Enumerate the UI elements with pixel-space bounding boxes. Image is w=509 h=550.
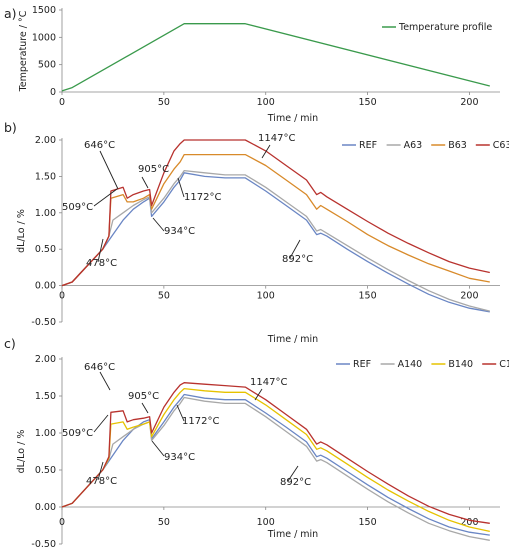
series-line-c140 [61,382,490,524]
annotation-label: 646°C [84,362,115,373]
annotation-leader [254,388,263,401]
annotation-label: 478°C [86,258,117,269]
x-tick-label: 100 [257,517,275,528]
legend: REF A63 B63 C63 [342,140,509,151]
y-tick-label: -0.50 [31,539,56,550]
x-tick-label: 100 [257,291,275,302]
annotation-leader [287,465,299,482]
annotation-leader [141,176,149,189]
x-tick-label: 200 [460,291,478,302]
annotation-label: 905°C [138,164,169,175]
y-axis-label: dL/Lo / % [16,430,27,474]
x-tick-label: 0 [59,517,65,528]
series-line-b140 [61,387,490,533]
series-line-b63 [61,153,490,287]
x-tick-label: 0 [59,291,65,302]
series-line-temperature-profile [61,23,490,92]
legend-label: REF [353,359,371,370]
legend: Temperature profile [382,22,492,33]
y-tick-label: 2.00 [35,135,56,146]
y-tick-label: 0.00 [35,502,56,513]
annotation-label: 892°C [280,477,311,488]
annotation-leader [152,217,165,232]
annotation-leader [289,239,301,259]
panel-a: a) 0 500 1000 1500 0 50 100 150 200 Time / min Temp… [4,5,500,124]
y-tick-label: 0.00 [35,281,56,292]
y-tick-label: 500 [38,60,56,71]
legend-label: REF [359,140,377,151]
y-axis-label: Temperature / °C [18,10,29,92]
legend-label: A63 [404,140,423,151]
series-line-a140 [61,396,490,541]
x-tick-label: 150 [359,291,377,302]
annotation-label: 1172°C [184,192,221,203]
y-axis-label: dL/Lo / % [16,209,27,253]
panel-label: c) [4,336,16,351]
y-tick-label: 1500 [32,5,56,16]
annotation-leader [99,150,119,190]
series-line-c63 [61,139,490,287]
annotation-leader [176,404,185,422]
annotation-label: 1147°C [250,377,287,388]
y-tick-label: 2.00 [35,354,56,365]
annotation-leader [261,144,271,159]
panel-label: b) [4,120,17,135]
x-axis-label: Time / min [267,113,318,124]
annotation-leader [93,414,109,433]
annotation-leader [99,371,111,391]
legend: REF A140 B140 C140 [336,359,509,370]
annotation-leader [151,440,165,457]
annotation-leader [93,188,118,207]
x-axis-label: Time / min [267,334,318,345]
annotation-label: 934°C [164,226,195,237]
y-tick-label: 1.50 [35,171,56,182]
x-tick-label: 0 [59,97,65,108]
annotation-label: 892°C [282,254,313,265]
y-tick-label: 0 [50,87,56,98]
series-line-a63 [61,169,490,312]
x-tick-label: 50 [158,97,170,108]
annotation-label: 934°C [164,452,195,463]
annotation-leader [97,238,104,263]
annotation-leader [97,461,104,481]
panel-b: b) 2.00 1.50 1.00 0.50 0.00 -0.50 0 50 100 150 200 T… [4,120,509,345]
legend-label: C63 [493,140,509,151]
annotation-leader [177,177,185,198]
legend-label: B140 [448,359,473,370]
x-tick-label: 200 [460,97,478,108]
y-tick-label: 1.50 [35,391,56,402]
y-tick-label: 1000 [32,32,56,43]
legend-label: Temperature profile [398,22,492,33]
x-tick-label: 100 [257,97,275,108]
legend-label: C140 [499,359,509,370]
y-tick-label: 1.00 [35,428,56,439]
annotation-label: 905°C [128,391,159,402]
legend-label: B63 [448,140,467,151]
y-tick-label: 0.50 [35,465,56,476]
x-tick-label: 200 [460,517,478,528]
y-tick-label: -0.50 [31,317,56,328]
x-tick-label: 150 [359,517,377,528]
panel-label: a) [4,6,17,21]
annotation-label: 478°C [86,476,117,487]
x-axis-label: Time / min [267,529,318,540]
legend-label: A140 [398,359,423,370]
y-tick-label: 0.50 [35,244,56,255]
annotation-label: 646°C [84,140,115,151]
annotation-label: 1172°C [182,416,219,427]
x-tick-label: 50 [158,517,170,528]
annotation-label: 509°C [62,202,93,213]
panel-c: c) 2.00 1.50 1.00 0.50 0.00 -0.500 50 100 150 200 T… [4,336,509,550]
x-tick-label: 150 [359,97,377,108]
x-tick-label: 50 [158,291,170,302]
annotation-label: 1147°C [258,133,295,144]
annotation-leader [141,402,149,414]
series-line-ref [61,393,490,536]
annotation-label: 509°C [62,428,93,439]
series-line-ref [61,172,490,313]
y-tick-label: 1.00 [35,208,56,219]
